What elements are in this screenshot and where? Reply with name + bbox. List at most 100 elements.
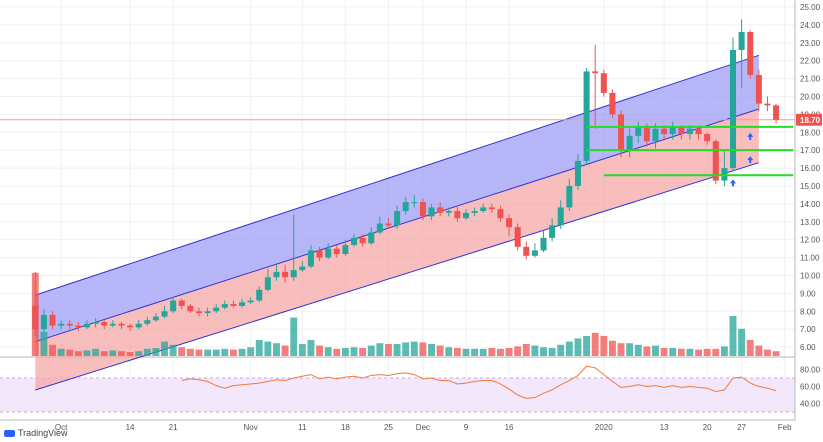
volume-bar: [583, 336, 591, 356]
volume-bar: [204, 349, 212, 356]
volume-bar: [359, 348, 367, 356]
candle-body: [592, 71, 599, 74]
volume-bar: [109, 350, 117, 356]
candle-body: [92, 321, 99, 324]
price-tick-label: 7.00: [800, 325, 816, 334]
candle-body: [523, 246, 530, 256]
tradingview-watermark[interactable]: TradingView: [4, 428, 68, 438]
candle-body: [411, 202, 418, 204]
volume-bar: [238, 348, 246, 356]
time-tick-label: 27: [737, 423, 746, 432]
candle-body: [144, 320, 151, 324]
volume-bar: [117, 351, 125, 356]
candle-body: [385, 223, 392, 226]
candle-body: [195, 311, 202, 314]
candle-body: [49, 314, 56, 326]
support-levels[interactable]: [586, 125, 794, 177]
volume-bar: [135, 351, 143, 356]
candle-body: [239, 302, 246, 306]
tradingview-logo-icon: [4, 429, 15, 437]
candle-body: [661, 128, 668, 135]
candle-body: [333, 248, 340, 254]
candle-body: [135, 323, 142, 328]
candle-body: [376, 223, 383, 233]
axes: 6.00 7.00 8.00 9.00 10.00 11.00 12.00 13.00 14.0…: [0, 0, 823, 432]
candle-body: [428, 207, 435, 217]
candle-body: [75, 325, 82, 328]
last-price-label: 18.70: [800, 116, 821, 125]
up-arrow-icon: [747, 132, 754, 140]
price-tick-label: 17.00: [800, 146, 821, 155]
candle-body: [626, 135, 633, 151]
volume-bar: [324, 347, 332, 356]
candle-body: [549, 225, 556, 238]
candle-body: [454, 211, 461, 219]
candle-body: [747, 32, 754, 76]
candle-body: [368, 232, 375, 244]
candle-body: [462, 212, 470, 219]
volume-bar: [221, 348, 229, 356]
volume-bar: [462, 348, 470, 356]
candle-body: [350, 237, 358, 246]
candle-body: [247, 300, 254, 303]
candle-body: [264, 277, 271, 290]
candle-body: [609, 92, 616, 115]
candle-body: [66, 323, 73, 326]
time-tick-label: 16: [505, 423, 514, 432]
candle-body: [729, 49, 737, 169]
candle-body: [574, 160, 581, 186]
volume-bar: [376, 343, 384, 356]
candle-body: [583, 71, 590, 161]
volume-bar: [290, 317, 298, 356]
candle-body: [437, 207, 444, 213]
candle-body: [394, 211, 401, 226]
volume-bar: [471, 348, 479, 356]
candle-body: [773, 105, 780, 120]
volume-bar: [410, 341, 418, 356]
candle-body: [204, 311, 211, 314]
price-tick-label: 25.00: [800, 3, 821, 12]
channel-upper-line: [35, 54, 760, 296]
volume-bar: [333, 348, 341, 356]
volume-bar: [100, 351, 108, 356]
candle-body: [566, 185, 573, 208]
candle-body: [221, 304, 228, 308]
candle-body: [273, 271, 280, 278]
volume-bar: [738, 328, 746, 356]
candle-body: [187, 305, 194, 312]
time-tick-label: 11: [298, 423, 307, 432]
volume-bar: [57, 348, 65, 356]
price-axis-background: [795, 0, 823, 420]
time-tick-label: Feb: [778, 423, 792, 432]
watermark-text: TradingView: [18, 428, 68, 438]
time-tick-label: 18: [341, 423, 350, 432]
candle-body: [290, 270, 297, 278]
rsi-tick-label: 80.00: [800, 366, 821, 375]
volume-bar: [746, 340, 754, 356]
candle-body: [402, 202, 409, 212]
volume-bar: [316, 345, 324, 356]
volume-bar: [186, 348, 194, 356]
candle-body: [652, 128, 659, 142]
volume-bar: [143, 348, 151, 356]
candle-body: [316, 250, 323, 258]
volume-bar: [660, 348, 668, 356]
candle-body: [557, 207, 564, 226]
volume-bar: [195, 349, 203, 356]
candle-body: [307, 250, 314, 267]
candle-body: [256, 289, 263, 301]
volume-bar: [669, 348, 677, 356]
candle-body: [678, 126, 685, 135]
price-tick-label: 22.00: [800, 57, 821, 66]
candle-body: [497, 209, 504, 219]
time-tick-label: 20: [703, 423, 712, 432]
candle-body: [755, 75, 762, 104]
up-arrow-icon: [730, 179, 737, 187]
channel-upper-fill: [35, 55, 759, 342]
candle-body: [712, 141, 719, 181]
volume-bar: [617, 343, 625, 356]
candle-body: [161, 311, 168, 317]
volume-bar: [479, 348, 487, 356]
volume-bar: [74, 351, 82, 356]
